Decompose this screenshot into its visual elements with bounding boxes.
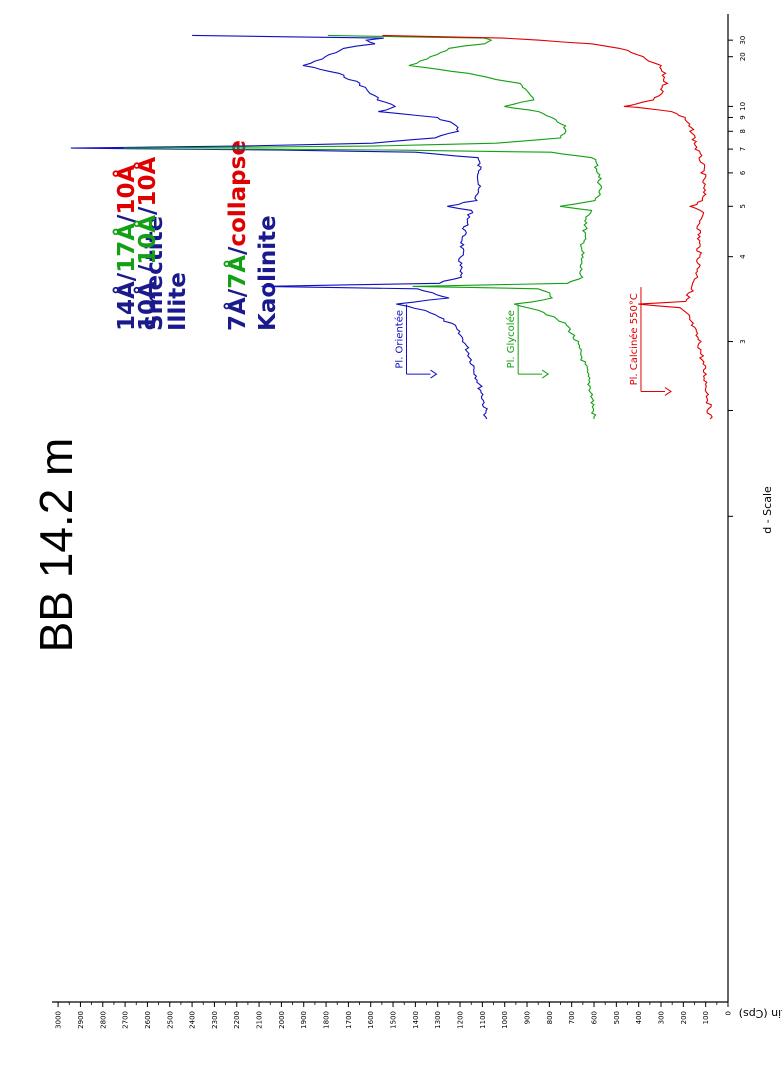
- legend-text: 17Å: [112, 223, 140, 273]
- legend-line-3: 10Å /10Å/10Å: [133, 157, 161, 331]
- legend-line-4: Illite: [165, 272, 191, 331]
- legend-text: Smectite: [142, 216, 168, 331]
- y-tick-label: 2300: [211, 1011, 219, 1029]
- y-tick-label: 600: [591, 1011, 599, 1024]
- legend-text: Illite: [165, 272, 191, 331]
- x-tick-label: 20: [739, 52, 747, 61]
- legend-text: 7Å: [223, 297, 251, 331]
- axes: [52, 14, 729, 1003]
- legend-text: 7Å: [223, 255, 251, 289]
- y-tick-label: 1900: [300, 1011, 308, 1029]
- y-tick-label: 800: [546, 1011, 554, 1024]
- series-group: [70, 34, 713, 420]
- legend-text: 10Å: [112, 165, 140, 215]
- legend-line-2: Smectite: [142, 216, 168, 331]
- series-label-3: Pl. Calcinée 550°C: [628, 293, 640, 385]
- y-tick-label: 500: [613, 1011, 621, 1024]
- legend-text: /: [225, 246, 251, 255]
- y-tick-label: 900: [524, 1011, 532, 1024]
- y-tick-label: 1200: [457, 1011, 465, 1029]
- y-tick-label: 1400: [412, 1011, 420, 1029]
- legend-text: 10Å: [133, 157, 161, 207]
- legend-line-1: 14Å/17Å/10Å: [112, 165, 140, 331]
- chart-title: BB 14.2 m: [30, 438, 82, 653]
- y-tick-label: 2800: [99, 1011, 107, 1029]
- y-tick-label: 700: [568, 1011, 576, 1024]
- tick-group: 0 100 200 300 400 500 600 700 800 900 1000 1100 1200…: [55, 36, 747, 1029]
- series-arrow-head: [541, 369, 550, 379]
- x-axis-title: d - Scale: [761, 486, 774, 534]
- y-tick-label: 400: [635, 1011, 643, 1024]
- y-tick-label: 200: [680, 1011, 688, 1024]
- y-tick-label: 1800: [323, 1011, 331, 1029]
- y-tick-label: 2700: [122, 1011, 130, 1029]
- legend-text: collapse: [225, 140, 251, 246]
- legend-text: /: [114, 214, 140, 223]
- y-tick-label: 300: [658, 1011, 666, 1024]
- legend-text: /: [135, 206, 161, 215]
- trace-labels: Pl. Orientée Pl. Glycolée Pl. Calcinée 550…: [394, 287, 672, 396]
- y-tick-label: 2900: [77, 1011, 85, 1029]
- y-tick-label: 2200: [233, 1011, 241, 1029]
- legend-line-6: Kaolinite: [255, 215, 281, 331]
- y-tick-label: 1600: [367, 1011, 375, 1029]
- y-tick-label: 1100: [479, 1011, 487, 1029]
- y-tick-label: 1500: [390, 1011, 398, 1029]
- series-line-1: [70, 34, 488, 420]
- y-tick-label: 2400: [189, 1011, 197, 1029]
- legend-text: Kaolinite: [255, 215, 281, 331]
- legend-text: /: [225, 288, 251, 297]
- x-tick-label: 5: [739, 204, 747, 208]
- y-tick-label: 3000: [55, 1011, 63, 1029]
- y-tick-label: 2500: [166, 1011, 174, 1029]
- series-label-2: Pl. Glycolée: [505, 310, 517, 368]
- y-tick-label: 1000: [501, 1011, 509, 1029]
- y-axis-title: Lin (Cps): [739, 1007, 782, 1020]
- y-tick-label: 1700: [345, 1011, 353, 1029]
- legend-text: 14Å: [112, 281, 140, 331]
- series-arrow-head: [664, 387, 672, 396]
- legend-text: /: [114, 272, 140, 281]
- x-tick-label: 4: [739, 254, 747, 259]
- series-arrow-head: [430, 369, 438, 379]
- y-tick-label: 100: [702, 1011, 710, 1024]
- x-tick-label: 7: [739, 147, 747, 151]
- legend-line-5: 7Å/7Å/collapse: [223, 140, 251, 331]
- y-tick-label: 0: [725, 1011, 733, 1015]
- x-tick-label: 6: [739, 170, 747, 175]
- y-tick-label: 1300: [434, 1011, 442, 1029]
- series-line-3: [382, 34, 713, 420]
- series-line-2: [123, 34, 603, 420]
- legend-text: 10Å: [133, 215, 161, 265]
- x-tick-label: 30: [739, 36, 747, 45]
- y-tick-label: 2100: [256, 1011, 264, 1029]
- x-tick-label: 10: [739, 102, 747, 111]
- x-tick-label: 3: [739, 339, 747, 343]
- x-tick-label: 9: [739, 115, 747, 119]
- y-tick-label: 2000: [278, 1011, 286, 1029]
- x-tick-label: 8: [739, 129, 747, 133]
- series-label-1: Pl. Orientée: [394, 310, 406, 369]
- y-tick-label: 2600: [144, 1011, 152, 1029]
- legend-text: 10Å /: [133, 264, 161, 331]
